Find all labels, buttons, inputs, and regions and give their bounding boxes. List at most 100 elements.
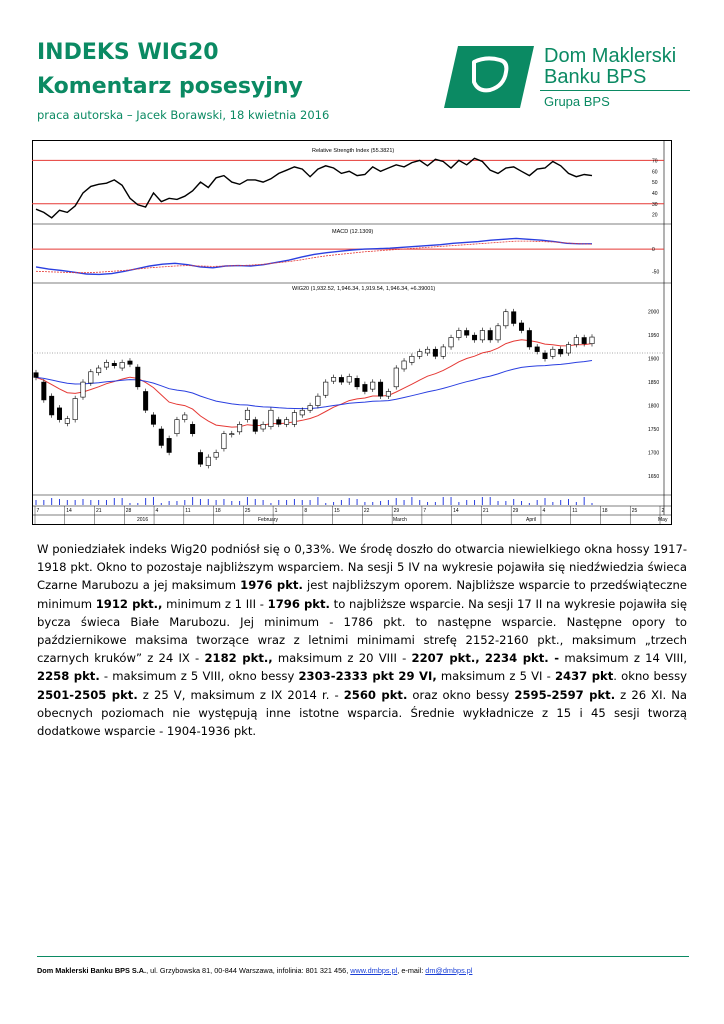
candle-body	[291, 412, 297, 425]
candle-body	[237, 424, 243, 433]
logo-divider	[540, 90, 690, 91]
logo-name-line2: Banku BPS	[544, 66, 647, 88]
candle-body	[487, 330, 493, 341]
text-run: maksimum z 20 VIII -	[272, 651, 412, 666]
candle-body	[143, 391, 149, 411]
month-label: May	[658, 517, 668, 523]
candle-body	[307, 405, 313, 411]
candle-body	[393, 367, 399, 388]
month-label: March	[393, 517, 407, 523]
candle-body	[96, 367, 102, 374]
candle-body	[252, 419, 258, 432]
candle-body	[385, 391, 391, 397]
candle-body	[589, 336, 595, 344]
x-tick-label: 8	[304, 508, 307, 514]
x-tick-label: 14	[66, 508, 72, 514]
candle-body	[479, 330, 485, 341]
logo-group: Grupa BPS	[544, 94, 610, 109]
price-panel: 2000 1950 1900 1850 1800 1750 1700 1650	[32, 308, 664, 480]
candle-body	[573, 337, 579, 345]
logo-name: Dom Maklerski Banku BPS	[544, 46, 676, 88]
candle-body	[331, 377, 337, 382]
candle-body	[550, 348, 556, 357]
bold-level: 2234 pkt. -	[484, 651, 560, 666]
author-line: praca autorska – Jacek Borawski, 18 kwie…	[37, 108, 330, 122]
candle-body	[33, 372, 39, 378]
candle-body	[534, 346, 540, 352]
bold-level: 2303-2333 pkt 29 VI,	[298, 669, 437, 684]
text-run: W poniedziałek indeks Wig20 podniósł się…	[37, 542, 687, 593]
candle-body	[354, 378, 360, 388]
candle-body	[519, 322, 525, 331]
logo-mark-icon	[444, 46, 534, 108]
footer-email-link[interactable]: dm@dmbps.pl	[425, 966, 473, 975]
y-tick-label: 1700	[648, 450, 659, 456]
chart-svg: Relative Strength Index (55.3821) MACD (…	[32, 140, 672, 525]
volume-panel	[35, 497, 593, 505]
x-tick-label: 29	[513, 508, 519, 514]
x-tick-label: 25	[245, 508, 251, 514]
x-tick-label: 28	[126, 508, 132, 514]
bold-level: 1796 pkt.	[267, 596, 330, 611]
text-run: z 25 V, maksimum z IX 2014 r. -	[137, 687, 344, 702]
candle-body	[409, 355, 415, 363]
candle-body	[135, 366, 141, 388]
y-tick-label: 60	[652, 169, 658, 175]
y-tick-label: 50	[652, 180, 658, 186]
document-subtitle: Komentarz posesyjny	[37, 74, 303, 99]
y-tick-label: 1750	[648, 427, 659, 433]
text-run: jest najbliższym oporem. Najbliższe wspa…	[37, 578, 687, 611]
candle-body	[425, 348, 431, 354]
candle-body	[456, 330, 462, 338]
candle-body	[103, 362, 109, 368]
x-tick-label: 18	[215, 508, 221, 514]
x-tick-label: 11	[572, 508, 577, 514]
candle-body	[503, 311, 509, 327]
y-tick-label: 1850	[648, 380, 659, 386]
month-label: April	[526, 517, 536, 523]
company-logo: Dom Maklerski Banku BPS Grupa BPS	[444, 44, 694, 112]
commentary-paragraph: W poniedziałek indeks Wig20 podniósł się…	[37, 540, 687, 740]
x-tick-label: 22	[364, 508, 370, 514]
candle-body	[432, 348, 438, 357]
rsi-title: Relative Strength Index (55.3821)	[312, 148, 394, 154]
candle-body	[526, 330, 532, 348]
candle-body	[205, 456, 211, 466]
text-run: maksimum z 14 VIII,	[559, 651, 688, 666]
text-run: minimum z 1 III -	[162, 596, 268, 611]
bold-level: 2560 pkt.	[343, 687, 408, 702]
y-tick-label: 1900	[648, 357, 659, 363]
candle-body	[221, 433, 227, 450]
bold-level: 1912 pkt.,	[95, 596, 163, 611]
candle-body	[158, 428, 164, 446]
candle-body	[166, 438, 172, 453]
candle-body	[49, 395, 55, 416]
macd-panel: 0 -50	[32, 237, 664, 275]
month-label: February	[258, 517, 279, 523]
bold-level: 1976 pkt.	[240, 578, 303, 593]
x-tick-label: 21	[96, 508, 102, 514]
footer-website-link[interactable]: www.dmbps.pl	[350, 966, 398, 975]
candle-body	[64, 418, 70, 424]
candle-body	[41, 381, 47, 401]
y-tick-label: 30	[652, 202, 658, 208]
y-tick-label: 2000	[648, 310, 659, 316]
candle-body	[150, 414, 156, 425]
candle-body	[417, 351, 423, 357]
candle-body	[174, 419, 180, 435]
candle-body	[284, 419, 290, 425]
x-tick-label: 21	[483, 508, 489, 514]
x-tick-label: 18	[602, 508, 608, 514]
candle-body	[581, 337, 587, 344]
y-tick-label: 1800	[648, 404, 659, 410]
candle-body	[401, 360, 407, 370]
ema45-line	[35, 360, 593, 410]
wig20-chart: Relative Strength Index (55.3821) MACD (…	[32, 140, 672, 525]
bold-level: 2595-2597 pkt.	[514, 687, 616, 702]
candle-body	[72, 398, 78, 420]
y-tick-label: 20	[652, 213, 658, 219]
series-line	[35, 157, 593, 219]
x-tick-label: 14	[453, 508, 459, 514]
candle-body	[190, 424, 196, 435]
month-label: 2016	[137, 517, 148, 523]
